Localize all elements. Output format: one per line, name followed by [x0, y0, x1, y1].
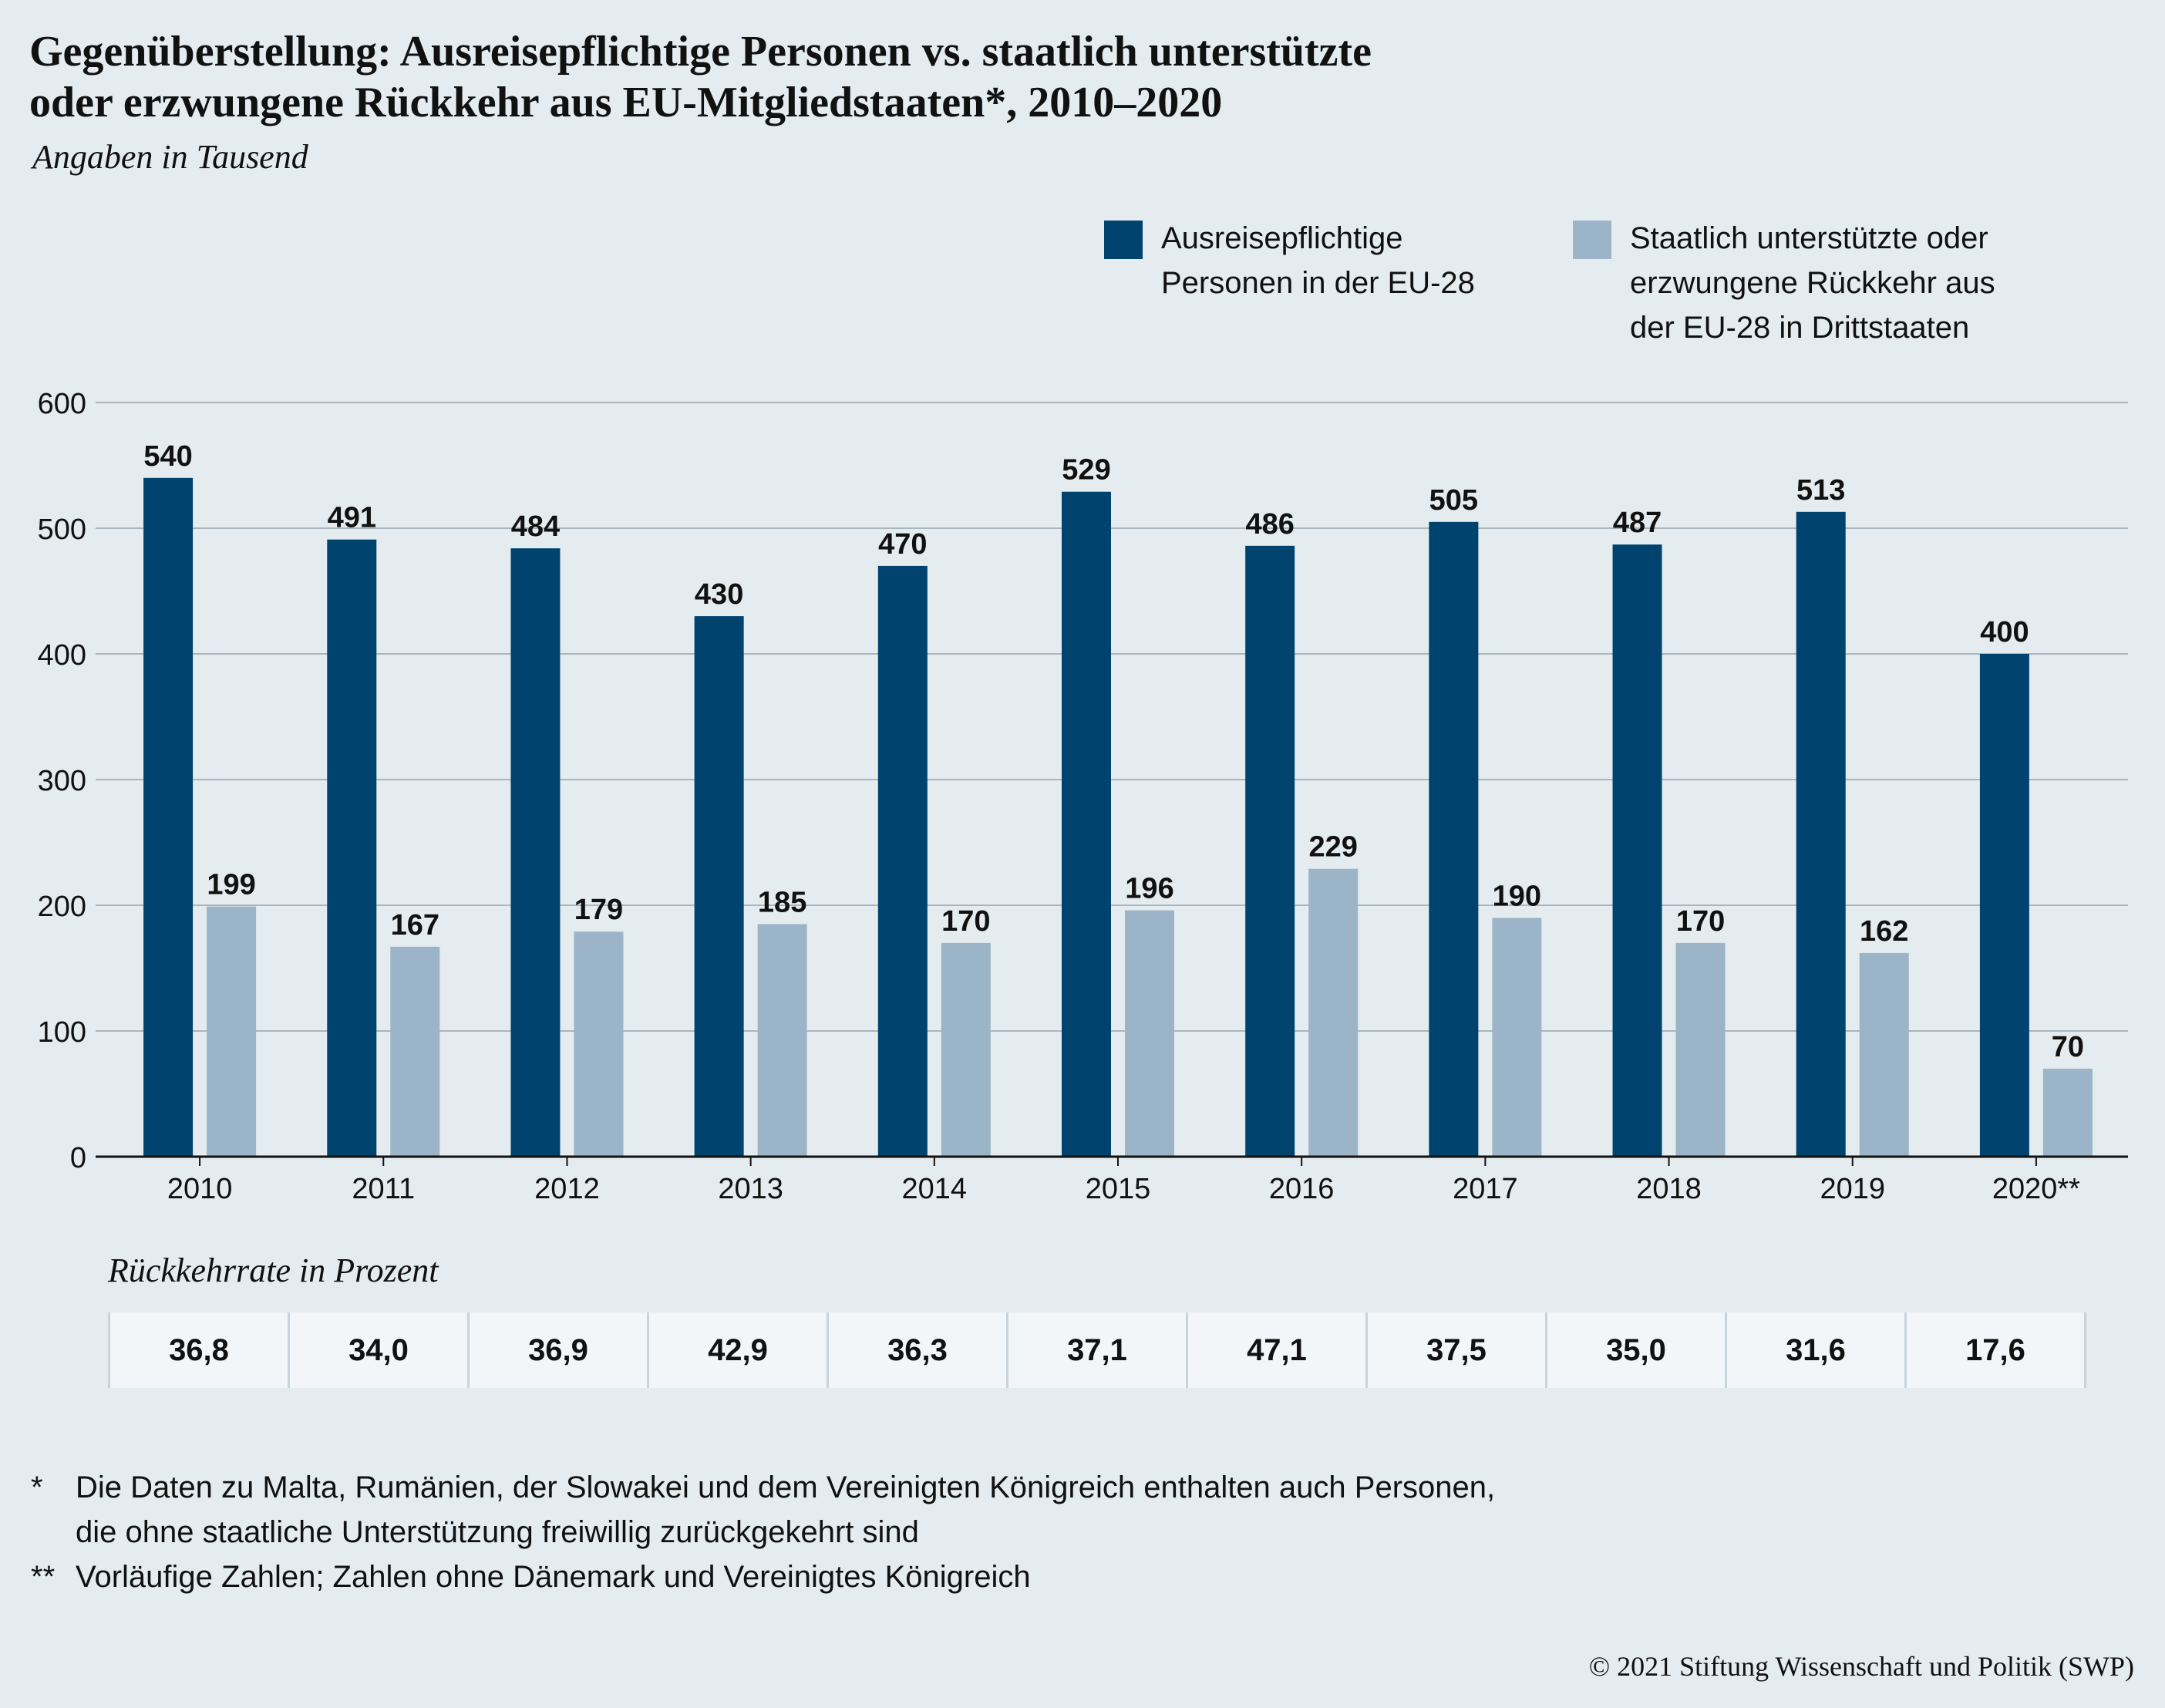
- rate-cell: 37,5: [1365, 1312, 1545, 1388]
- bar-ausreisepflichtige: [510, 548, 561, 1157]
- data-label: 196: [1125, 873, 1173, 905]
- bar-ausreisepflichtige: [1979, 654, 2029, 1157]
- x-tick-label: 2010: [167, 1173, 233, 1205]
- legend-item-rueckkehr: Staatlich unterstützte oder erzwungene R…: [1573, 216, 1995, 350]
- bar-rueckkehr: [574, 931, 624, 1157]
- x-tick-label: 2014: [902, 1173, 968, 1205]
- footnote-2-mark: **: [31, 1560, 56, 1594]
- bar-rueckkehr: [207, 906, 257, 1157]
- rate-cell: 36,8: [108, 1312, 288, 1388]
- bar-chart: 0 100 200 300 400 500 600 540 199 2010 491 167 2011 4…: [38, 388, 2128, 1205]
- data-label: 190: [1493, 880, 1541, 912]
- legend-label-rueckkehr: Staatlich unterstützte oder erzwungene R…: [1630, 221, 1995, 345]
- bar-rueckkehr: [1492, 918, 1542, 1157]
- rate-cell: 36,3: [827, 1312, 1006, 1388]
- data-label: 70: [2052, 1031, 2084, 1063]
- data-label: 484: [511, 510, 560, 543]
- footnote-2: ** Vorläufige Zahlen; Zahlen ohne Dänema…: [31, 1555, 1495, 1599]
- x-tick-label: 2017: [1453, 1173, 1518, 1205]
- data-label: 491: [328, 502, 376, 534]
- y-tick-label: 300: [38, 765, 86, 797]
- footnote-1-mark: *: [31, 1470, 43, 1504]
- rate-cell: 34,0: [288, 1312, 467, 1388]
- data-label: 179: [574, 894, 623, 926]
- x-tick-label: 2018: [1636, 1173, 1702, 1205]
- x-tick-label: 2019: [1820, 1173, 1885, 1205]
- rate-cell: 17,6: [1904, 1312, 2086, 1388]
- data-label: 430: [695, 578, 743, 611]
- bar-ausreisepflichtige: [1062, 491, 1111, 1157]
- x-tick-label: 2013: [718, 1173, 783, 1205]
- legend-label-ausreisepflichtige: Ausreisepflichtige Personen in der EU-28: [1161, 221, 1475, 300]
- x-tick-label: 2015: [1086, 1173, 1151, 1205]
- rate-cell: 42,9: [647, 1312, 827, 1388]
- bar-ausreisepflichtige: [694, 616, 744, 1157]
- data-label: 529: [1062, 454, 1110, 487]
- bar-ausreisepflichtige: [327, 539, 377, 1157]
- chart-subtitle: Angaben in Tausend: [32, 138, 308, 176]
- rate-cell: 37,1: [1006, 1312, 1186, 1388]
- data-label: 505: [1429, 484, 1478, 517]
- bar-ausreisepflichtige: [877, 565, 928, 1157]
- y-tick-label: 0: [70, 1142, 86, 1174]
- chart-title: Gegenüberstellung: Ausreisepflichtige Pe…: [29, 26, 2111, 128]
- data-label: 540: [143, 440, 192, 473]
- legend-swatch-light: [1573, 221, 1611, 259]
- data-label: 162: [1860, 915, 1908, 948]
- y-tick-label: 400: [38, 639, 86, 672]
- legend-item-ausreisepflichtige: Ausreisepflichtige Personen in der EU-28: [1104, 216, 1475, 305]
- footnotes: * Die Daten zu Malta, Rumänien, der Slow…: [31, 1465, 1495, 1599]
- bar-ausreisepflichtige: [1429, 521, 1479, 1157]
- bar-rueckkehr: [1125, 910, 1174, 1157]
- rate-cell: 31,6: [1725, 1312, 1904, 1388]
- data-label: 229: [1308, 831, 1357, 864]
- y-tick-label: 600: [38, 388, 86, 420]
- x-tick-label: 2012: [534, 1173, 600, 1205]
- footnote-1-text: Die Daten zu Malta, Rumänien, der Slowak…: [76, 1470, 1496, 1549]
- rate-title: Rückkehrrate in Prozent: [108, 1252, 439, 1289]
- bar-rueckkehr: [1308, 868, 1359, 1157]
- bar-rueckkehr: [1675, 942, 1726, 1157]
- data-label: 486: [1245, 508, 1294, 541]
- bar-ausreisepflichtige: [143, 477, 194, 1157]
- bar-ausreisepflichtige: [1245, 545, 1295, 1157]
- rate-cell: 35,0: [1545, 1312, 1725, 1388]
- rate-cell: 47,1: [1186, 1312, 1365, 1388]
- bar-rueckkehr: [2042, 1068, 2093, 1157]
- bar-ausreisepflichtige: [1612, 544, 1662, 1157]
- y-tick-label: 100: [38, 1016, 86, 1049]
- data-label: 170: [941, 905, 990, 938]
- data-label: 167: [391, 909, 439, 942]
- y-tick-label: 500: [38, 514, 86, 546]
- data-label: 487: [1613, 507, 1662, 539]
- rate-cell: 36,9: [467, 1312, 647, 1388]
- x-tick-label: 2020**: [1992, 1173, 2080, 1205]
- data-label: 470: [878, 528, 927, 561]
- bar-rueckkehr: [757, 924, 807, 1157]
- footnote-2-text: Vorläufige Zahlen; Zahlen ohne Dänemark …: [76, 1560, 1031, 1594]
- rate-table: 36,8 34,0 36,9 42,9 36,3 37,1 47,1 37,5 35,0 31,6…: [108, 1312, 2086, 1388]
- x-tick-label: 2016: [1269, 1173, 1335, 1205]
- bar-rueckkehr: [1859, 952, 1909, 1157]
- data-label: 170: [1676, 905, 1725, 938]
- data-label: 199: [207, 869, 255, 901]
- copyright: © 2021 Stiftung Wissenschaft und Politik…: [1588, 1651, 2134, 1682]
- y-tick-label: 200: [38, 891, 86, 923]
- data-label: 513: [1796, 474, 1845, 507]
- bar-rueckkehr: [390, 946, 440, 1157]
- data-label: 185: [758, 886, 806, 918]
- bar-rueckkehr: [941, 942, 991, 1157]
- legend-swatch-dark: [1104, 221, 1143, 259]
- chart-title-line-2: oder erzwungene Rückkehr aus EU-Mitglied…: [29, 79, 1223, 126]
- bar-ausreisepflichtige: [1796, 511, 1846, 1157]
- data-label: 400: [1980, 616, 2029, 649]
- chart-title-line-1: Gegenüberstellung: Ausreisepflichtige Pe…: [29, 28, 1372, 76]
- x-tick-label: 2011: [352, 1173, 415, 1205]
- footnote-1: * Die Daten zu Malta, Rumänien, der Slow…: [31, 1465, 1495, 1555]
